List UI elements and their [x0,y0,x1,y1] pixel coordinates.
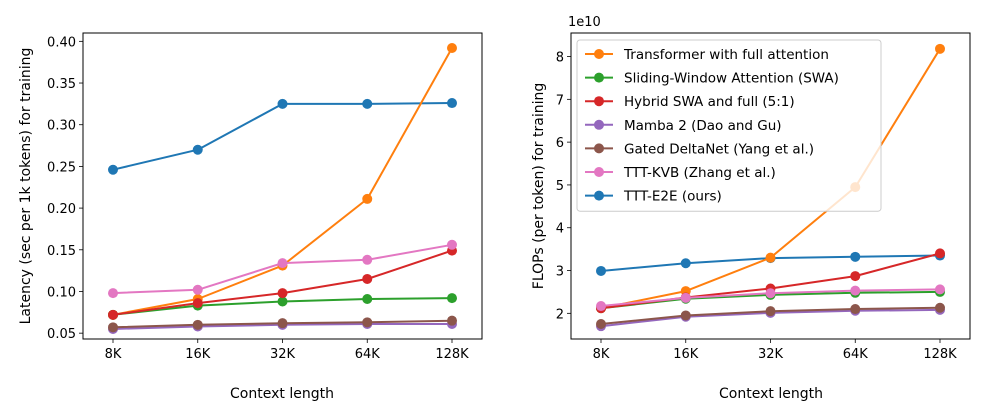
latency-point-transformer [447,43,457,54]
latency-point-hybrid [277,288,288,299]
flops-y-tick-label: 3 [556,265,564,280]
latency-point-kvb [362,254,373,265]
flops-chart: Context length FLOPs (per token) for tra… [531,15,971,402]
latency-point-hybrid [192,298,203,309]
legend-label-mamba: Mamba 2 (Dao and Gu) [624,118,782,134]
latency-x-axis-label: Context length [230,386,334,402]
legend-swatch-marker [594,167,604,177]
flops-x-axis-label: Context length [719,386,823,402]
flops-point-kvb [765,288,776,299]
flops-point-kvb [596,301,606,312]
flops-y-tick-label: 2 [556,307,564,322]
latency-x-tick-label: 16K [185,347,211,362]
flops-point-e2e [850,251,861,262]
flops-x-tick-label: 8K [593,347,610,362]
flops-point-deltanet [765,306,776,317]
flops-point-kvb [680,292,691,303]
legend-label-swa: Sliding-Window Attention (SWA) [624,71,839,87]
latency-point-kvb [447,239,457,250]
flops-y-tick-label: 8 [556,51,564,66]
flops-point-deltanet [680,310,691,321]
flops-y-axis-label: FLOPs (per token) for training [531,83,547,289]
flops-point-transformer [935,43,945,54]
latency-point-e2e [447,98,457,109]
legend-label-kvb: TTT-KVB (Zhang et al.) [623,165,776,181]
latency-point-swa [362,293,373,304]
flops-y-tick-label: 5 [556,179,564,194]
legend-swatch-marker [594,190,604,201]
legend: Transformer with full attention Sliding-W… [576,39,882,212]
latency-y-tick-label: 0.05 [47,327,76,342]
flops-y-tick-label: 4 [556,222,564,237]
latency-series-line-transformer [112,47,453,316]
flops-point-deltanet [850,304,861,315]
latency-point-deltanet [447,315,457,326]
flops-plot-frame [570,32,971,340]
legend-swatch-marker [594,119,604,130]
latency-y-tick-label: 0.15 [47,244,76,259]
latency-x-tick-label: 8K [105,347,122,362]
latency-point-kvb [192,284,203,295]
latency-y-tick-label: 0.35 [47,77,76,92]
legend-label-transformer: Transformer with full attention [623,47,829,63]
flops-offset-text: 1e10 [568,15,601,30]
latency-point-e2e [108,164,118,175]
flops-x-tick-label: 64K [843,347,869,362]
latency-y-tick-label: 0.40 [47,35,76,50]
flops-point-deltanet [935,302,945,313]
flops-point-hybrid [935,248,945,259]
legend-label-e2e: TTT-E2E (ours) [623,189,722,205]
latency-point-e2e [277,98,288,109]
legend-swatch-marker [594,72,604,83]
latency-plot-frame [82,32,483,340]
latency-y-tick-label: 0.10 [47,285,76,300]
latency-x-tick-label: 32K [270,347,296,362]
flops-point-kvb [935,284,945,295]
latency-y-axis-label: Latency (sec per 1k tokens) for training [18,48,34,325]
flops-y-tick-label: 6 [556,136,564,151]
flops-point-hybrid [850,271,861,282]
latency-point-swa [277,296,288,307]
flops-x-tick-label: 32K [758,347,784,362]
legend-swatch-marker [594,143,604,154]
latency-x-tick-label: 64K [355,347,381,362]
flops-point-kvb [850,285,861,296]
latency-x-tick-label: 128K [435,347,469,362]
latency-point-hybrid [362,273,373,284]
legend-label-deltanet: Gated DeltaNet (Yang et al.) [624,141,814,157]
latency-y-tick-label: 0.30 [47,119,76,134]
latency-point-swa [447,293,457,304]
latency-chart: Context length Latency (sec per 1k token… [18,32,483,402]
latency-point-deltanet [108,322,118,333]
latency-point-kvb [277,258,288,269]
legend-swatch-marker [594,96,604,107]
latency-point-deltanet [192,319,203,330]
flops-point-deltanet [596,319,606,330]
latency-y-tick-label: 0.20 [47,202,76,217]
flops-x-tick-label: 16K [673,347,699,362]
latency-point-kvb [108,288,118,299]
latency-point-transformer [362,193,373,204]
latency-point-hybrid [108,309,118,320]
legend-swatch-marker [594,49,604,59]
flops-x-tick-label: 128K [923,347,957,362]
latency-point-e2e [362,98,373,109]
legend-frame [576,39,882,212]
legend-label-hybrid: Hybrid SWA and full (5:1) [624,94,795,110]
latency-series-line-e2e [112,102,453,171]
latency-y-tick-label: 0.25 [47,160,76,175]
flops-point-e2e [680,258,691,269]
latency-point-deltanet [362,317,373,328]
flops-y-tick-label: 7 [556,93,564,108]
latency-point-e2e [192,144,203,155]
latency-point-deltanet [277,318,288,329]
flops-point-transformer [765,252,776,263]
flops-point-e2e [596,265,606,276]
